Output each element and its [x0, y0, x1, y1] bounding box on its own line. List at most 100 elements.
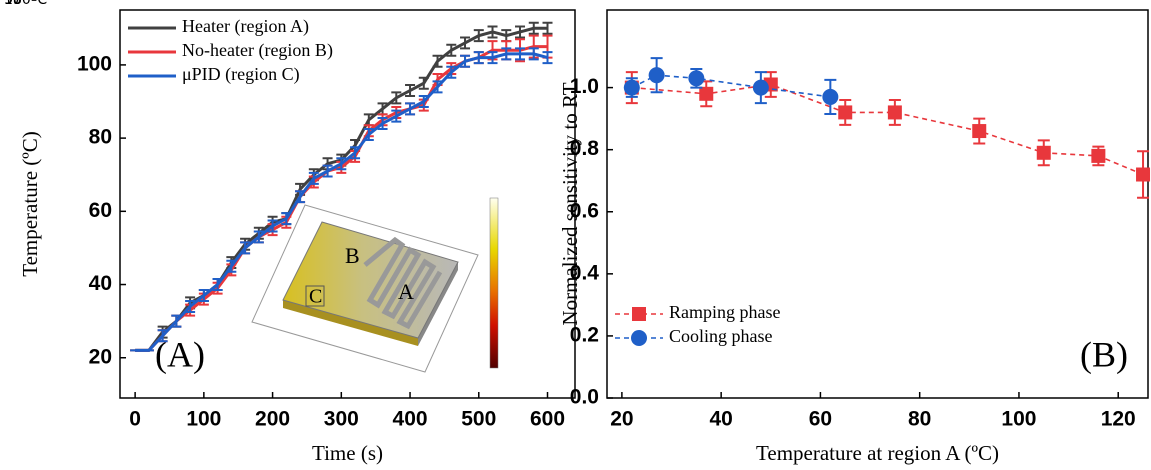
inset-box	[251, 204, 479, 373]
colorbar-label: 96	[4, 0, 22, 8]
inset-label: B	[345, 243, 360, 268]
series-line	[631, 83, 1144, 176]
marker	[887, 105, 902, 120]
legend-label: Ramping phase	[669, 302, 780, 322]
inset-label: C	[309, 286, 322, 308]
error-bar	[295, 190, 306, 204]
error-bar	[432, 80, 443, 94]
error-bar	[418, 76, 429, 90]
y-axis-label: Normalized sensitivity to RT	[558, 82, 582, 325]
error-bar	[391, 109, 402, 123]
error-bar	[473, 29, 484, 43]
colorbar-label: 99	[4, 0, 22, 8]
marker	[1091, 148, 1106, 163]
error-bar	[322, 164, 333, 178]
x-tick-label: 60	[809, 408, 832, 431]
error-bar	[542, 21, 553, 35]
error-bar	[253, 230, 264, 244]
plate-side	[283, 300, 418, 346]
error-bar	[226, 259, 237, 273]
marker	[972, 124, 987, 139]
error-bar	[460, 54, 471, 68]
error-bar	[487, 51, 498, 65]
y-axis-label: Temperature (ºC)	[18, 131, 42, 277]
plot-frame	[606, 9, 1149, 399]
panel-label: (B)	[1080, 334, 1128, 374]
error-bar	[377, 116, 388, 130]
channel	[363, 236, 443, 330]
inset: B A C	[251, 197, 499, 373]
error-bar	[391, 91, 402, 105]
marker	[752, 79, 769, 96]
y-tick-label: 20	[89, 345, 112, 368]
error-bar	[185, 300, 196, 313]
error-bar	[515, 47, 526, 61]
error-bar	[308, 171, 319, 185]
error-bar	[336, 157, 347, 171]
error-bar	[198, 289, 209, 302]
x-axis-label: Temperature at region A (ºC)	[756, 441, 999, 465]
error-bar	[473, 51, 484, 65]
error-bar	[487, 25, 498, 39]
legend-marker	[631, 330, 647, 346]
legend-marker	[632, 307, 646, 321]
error-bar	[515, 25, 526, 39]
plot-frame	[119, 9, 576, 399]
error-bar	[157, 329, 168, 343]
plate	[282, 221, 459, 339]
plate-side	[418, 262, 458, 346]
x-tick-label: 600	[530, 408, 565, 431]
error-bar	[405, 84, 416, 98]
error-bar	[267, 219, 278, 233]
y-tick-label: 0.0	[570, 386, 599, 409]
legend-label: μPID (region C)	[182, 64, 300, 85]
error-bar	[446, 65, 457, 79]
colorbar	[489, 197, 499, 369]
y-tick-label: 0.6	[570, 199, 599, 222]
y-tick-label: 1.0	[570, 75, 599, 98]
error-bar	[528, 21, 539, 35]
x-tick-label: 200	[255, 408, 290, 431]
error-bar	[460, 36, 471, 50]
error-bar	[528, 47, 539, 61]
x-tick-label: 40	[709, 408, 732, 431]
marker	[688, 70, 705, 87]
x-tick-label: 100	[186, 408, 221, 431]
error-bar	[281, 212, 292, 226]
error-bar	[446, 43, 457, 57]
x-tick-label: 20	[610, 408, 633, 431]
x-tick-label: 300	[324, 408, 359, 431]
colorbar-label: 100ºC	[4, 0, 47, 8]
error-bar	[501, 47, 512, 61]
y-tick-label: 0.8	[570, 137, 600, 160]
colorbar-label: 98	[4, 0, 22, 8]
legend-label: Cooling phase	[669, 326, 773, 346]
error-bar	[432, 54, 443, 68]
error-bar	[171, 314, 182, 328]
marker	[623, 79, 640, 96]
error-bar	[405, 102, 416, 116]
marker	[648, 67, 665, 84]
error-bar	[350, 146, 361, 160]
error-bar	[363, 127, 374, 141]
error-bar	[418, 95, 429, 108]
y-tick-label: 100	[77, 52, 112, 75]
error-bar	[542, 51, 553, 65]
x-axis-label: Time (s)	[312, 441, 383, 465]
inset-label: A	[398, 279, 414, 304]
y-tick-label: 80	[89, 126, 112, 149]
y-tick-label: 0.4	[570, 261, 600, 284]
marker	[699, 86, 714, 101]
x-tick-label: 0	[129, 408, 141, 431]
marker	[1036, 145, 1051, 160]
y-tick-label: 60	[89, 199, 112, 222]
error-bar	[212, 278, 223, 292]
x-tick-label: 120	[1101, 408, 1136, 431]
legend-label: Heater (region A)	[182, 16, 309, 37]
y-tick-label: 40	[89, 272, 112, 295]
x-tick-label: 500	[461, 408, 496, 431]
marker	[838, 105, 853, 120]
x-tick-label: 80	[908, 408, 931, 431]
region-c	[305, 285, 325, 307]
